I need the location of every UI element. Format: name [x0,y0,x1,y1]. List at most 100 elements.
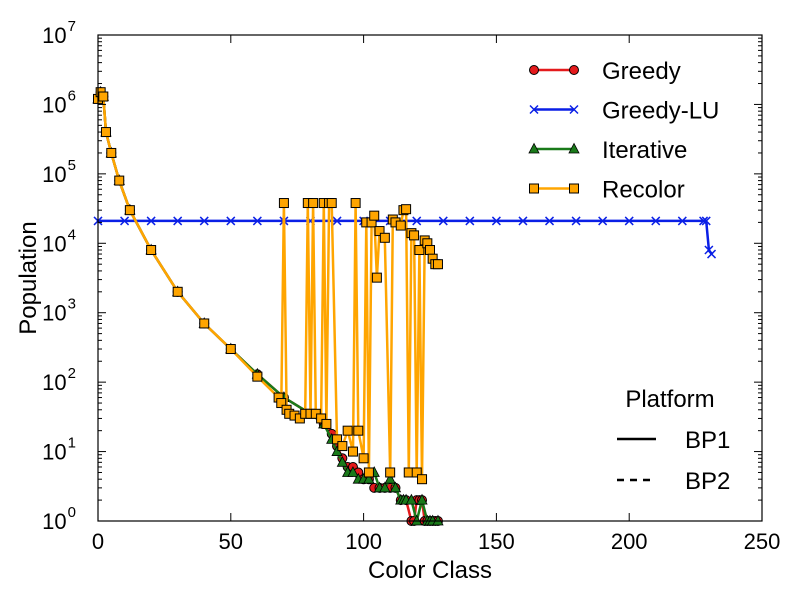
data-point-greedy-lu [677,216,687,226]
data-point-recolor [374,226,385,237]
data-point-greedy-lu [699,216,709,226]
data-point-recolor [385,467,396,478]
data-point-recolor [379,232,390,243]
data-point-iterative [416,493,428,505]
y-tick-exponent: 6 [68,87,76,104]
data-point-recolor [316,413,327,424]
data-point-greedy-lu [491,216,501,226]
data-point-greedy-lu [624,216,634,226]
y-tick-exponent: 7 [68,18,76,35]
y-tick-exponent: 2 [68,365,76,382]
data-point-recolor [337,441,348,452]
legend-item-recolor: Recolor [529,177,685,204]
data-point-recolor [358,453,369,464]
data-point-recolor [401,204,412,215]
data-point-recolor [342,425,353,436]
data-point-iterative [379,481,391,493]
data-point-recolor [278,198,289,209]
data-point-greedy-lu [704,245,714,255]
data-point-greedy-lu [120,216,130,226]
legend-marker [569,65,579,75]
data-point-recolor [225,344,236,355]
legend-marker [568,142,580,154]
legend-marker [529,65,539,75]
data-point-recolor [146,245,157,256]
legend-platform-bp2: BP2 [617,468,730,495]
legend-label: Greedy [602,58,681,85]
legend-item-iterative: Iterative [528,137,687,164]
x-tick-label: 150 [478,529,515,554]
data-point-recolor [98,91,109,102]
data-point-greedy-lu [146,216,156,226]
x-tick-label: 200 [611,529,648,554]
y-tick-label: 106 [42,87,76,117]
data-point-greedy-lu [438,216,448,226]
series-layer [92,85,717,526]
legend: Greedy Greedy-LU Iterative Recolor Platform B… [528,58,730,495]
y-tick-label: 100 [42,504,76,534]
data-point-recolor [411,467,422,478]
legend-marker [529,183,539,194]
data-point-greedy-lu [707,249,717,259]
legend-platform-title: Platform [625,386,714,413]
x-axis-title: Color Class [368,557,492,584]
data-point-recolor [332,434,343,445]
legend-platform-bp1: BP1 [617,427,730,454]
data-point-greedy-lu [544,216,555,226]
series-line-recolor [96,89,438,480]
data-point-iterative [336,455,349,467]
series-recolor [93,87,443,485]
data-point-iterative [347,466,359,477]
y-axis-title: Population [15,221,42,334]
y-tick-exponent: 0 [68,504,76,521]
data-point-recolor [106,147,117,158]
y-tick-exponent: 5 [68,157,76,174]
data-point-iterative [432,514,444,526]
data-point-greedy-lu [651,216,661,226]
data-point-recolor [347,446,358,457]
legend-item-greedy-lu: Greedy-LU [529,98,719,125]
data-point-recolor [395,220,406,231]
y-tick-exponent: 1 [68,435,76,452]
data-point-recolor [350,198,361,209]
data-point-recolor [308,198,319,209]
data-point-recolor [425,245,435,256]
legend-marker [569,104,579,115]
data-point-iterative [384,472,396,484]
legend-item-greedy: Greedy [529,58,681,85]
data-point-greedy-lu [465,216,475,226]
data-point-greedy-lu [252,216,262,226]
data-point-greedy-lu [199,216,209,226]
legend-platform-label: BP2 [685,468,730,495]
data-point-recolor [409,230,420,241]
x-tick-label: 100 [345,529,382,554]
y-tick-label: 101 [42,435,76,465]
data-point-greedy-lu [598,216,608,226]
data-point-recolor [371,272,382,283]
plot-frame [97,34,763,522]
data-point-recolor [321,418,332,429]
data-point-greedy-lu [226,216,236,226]
legend-marker [529,104,539,115]
data-point-greedy-lu [571,216,581,226]
legend-platform-label: BP1 [685,427,730,454]
legend-marker [528,142,540,154]
y-tick-label: 102 [42,365,76,395]
y-tick-label: 104 [42,226,76,256]
data-point-recolor [363,467,374,478]
data-point-recolor [276,398,287,409]
y-tick-label: 107 [42,18,76,48]
data-point-recolor [432,259,443,270]
data-point-recolor [252,371,263,382]
x-tick-label: 0 [92,529,104,554]
data-point-recolor [114,175,125,186]
data-point-recolor [199,318,210,329]
data-point-recolor [172,286,183,297]
data-point-recolor [124,205,135,216]
data-point-iterative [411,514,423,526]
data-point-iterative [405,493,418,505]
y-tick-label: 105 [42,157,76,187]
legend-marker [569,183,579,194]
data-point-greedy-lu [173,216,183,226]
